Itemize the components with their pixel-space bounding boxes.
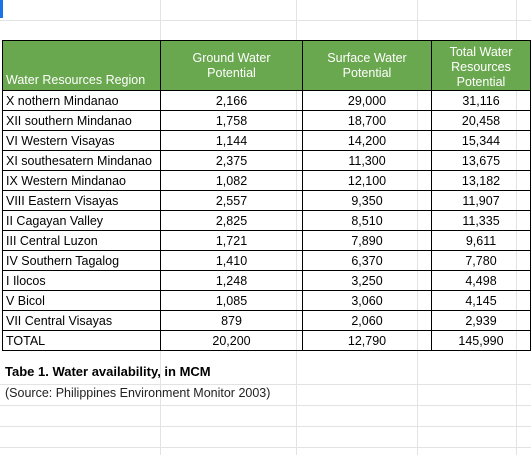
ground-water-cell[interactable]: 1,144 <box>160 130 303 151</box>
surface-water-cell[interactable]: 11,300 <box>302 150 432 171</box>
ground-water-cell[interactable]: 879 <box>160 310 303 331</box>
header-total-line2: Resources <box>451 60 511 74</box>
cell-cursor <box>0 0 3 18</box>
row-gridline <box>0 405 531 406</box>
total-water-cell[interactable]: 11,335 <box>431 210 531 231</box>
region-cell[interactable]: II Cagayan Valley <box>2 210 161 231</box>
surface-water-total-cell[interactable]: 12,790 <box>302 330 432 351</box>
header-ground-water[interactable]: Ground Water Potential <box>160 40 303 91</box>
region-cell[interactable]: V Bicol <box>2 290 161 311</box>
total-label-cell[interactable]: TOTAL <box>2 330 161 351</box>
header-total-line1: Total Water <box>449 45 513 59</box>
surface-water-cell[interactable]: 3,250 <box>302 270 432 291</box>
total-water-cell[interactable]: 2,939 <box>431 310 531 331</box>
total-water-cell[interactable]: 4,498 <box>431 270 531 291</box>
ground-water-cell[interactable]: 1,721 <box>160 230 303 251</box>
surface-water-cell[interactable]: 12,100 <box>302 170 432 191</box>
region-cell[interactable]: VII Central Visayas <box>2 310 161 331</box>
total-water-cell[interactable]: 9,611 <box>431 230 531 251</box>
header-surface-line2: Potential <box>342 65 392 80</box>
row-gridline <box>0 384 531 385</box>
ground-water-cell[interactable]: 1,085 <box>160 290 303 311</box>
ground-water-total-cell[interactable]: 20,200 <box>160 330 303 351</box>
header-ground-line2: Potential <box>207 65 256 80</box>
header-region[interactable]: Water Resources Region <box>2 40 161 91</box>
table-row: XI southesatern Mindanao 2,375 11,300 13… <box>2 150 531 171</box>
table-row: III Central Luzon 1,721 7,890 9,611 <box>2 230 531 251</box>
total-water-cell[interactable]: 13,675 <box>431 150 531 171</box>
region-cell[interactable]: VIII Eastern Visayas <box>2 190 161 211</box>
region-cell[interactable]: X nothern Mindanao <box>2 90 161 111</box>
surface-water-cell[interactable]: 6,370 <box>302 250 432 271</box>
region-cell[interactable]: IV Southern Tagalog <box>2 250 161 271</box>
table-row: VII Central Visayas 879 2,060 2,939 <box>2 310 531 331</box>
region-cell[interactable]: XI southesatern Mindanao <box>2 150 161 171</box>
surface-water-cell[interactable]: 14,200 <box>302 130 432 151</box>
total-water-cell[interactable]: 13,182 <box>431 170 531 191</box>
region-cell[interactable]: IX Western Mindanao <box>2 170 161 191</box>
table-source[interactable]: (Source: Philippines Environment Monitor… <box>5 386 271 400</box>
surface-water-cell[interactable]: 2,060 <box>302 310 432 331</box>
row-gridline <box>0 447 531 448</box>
region-cell[interactable]: XII southern Mindanao <box>2 110 161 131</box>
total-water-cell[interactable]: 7,780 <box>431 250 531 271</box>
row-gridline <box>0 20 531 21</box>
table-row: VI Western Visayas 1,144 14,200 15,344 <box>2 130 531 151</box>
total-water-cell[interactable]: 11,907 <box>431 190 531 211</box>
total-water-cell[interactable]: 4,145 <box>431 290 531 311</box>
ground-water-cell[interactable]: 2,825 <box>160 210 303 231</box>
surface-water-cell[interactable]: 29,000 <box>302 90 432 111</box>
region-cell[interactable]: I Ilocos <box>2 270 161 291</box>
header-surface-line1: Surface Water <box>327 50 407 65</box>
region-cell[interactable]: III Central Luzon <box>2 230 161 251</box>
row-gridline <box>0 426 531 427</box>
table-caption[interactable]: Tabe 1. Water availability, in MCM <box>5 364 211 379</box>
surface-water-cell[interactable]: 8,510 <box>302 210 432 231</box>
table-header-row: Water Resources Region Ground Water Pote… <box>2 40 531 91</box>
table-row: IX Western Mindanao 1,082 12,100 13,182 <box>2 170 531 191</box>
water-availability-table: Water Resources Region Ground Water Pote… <box>2 40 531 351</box>
region-cell[interactable]: VI Western Visayas <box>2 130 161 151</box>
header-ground-line1: Ground Water <box>192 50 271 65</box>
table-row: X nothern Mindanao 2,166 29,000 31,116 <box>2 90 531 111</box>
ground-water-cell[interactable]: 2,557 <box>160 190 303 211</box>
table-row: VIII Eastern Visayas 2,557 9,350 11,907 <box>2 190 531 211</box>
header-total-line3: Potential <box>456 75 506 89</box>
header-surface-water[interactable]: Surface Water Potential <box>302 40 432 91</box>
table-row: V Bicol 1,085 3,060 4,145 <box>2 290 531 311</box>
table-row: I Ilocos 1,248 3,250 4,498 <box>2 270 531 291</box>
header-total-water[interactable]: Total Water Resources Potential <box>431 40 531 91</box>
table-total-row: TOTAL 20,200 12,790 145,990 <box>2 330 531 351</box>
total-water-cell[interactable]: 31,116 <box>431 90 531 111</box>
table-row: IV Southern Tagalog 1,410 6,370 7,780 <box>2 250 531 271</box>
total-water-total-cell[interactable]: 145,990 <box>431 330 531 351</box>
ground-water-cell[interactable]: 1,410 <box>160 250 303 271</box>
ground-water-cell[interactable]: 1,082 <box>160 170 303 191</box>
surface-water-cell[interactable]: 18,700 <box>302 110 432 131</box>
table-row: II Cagayan Valley 2,825 8,510 11,335 <box>2 210 531 231</box>
ground-water-cell[interactable]: 1,248 <box>160 270 303 291</box>
surface-water-cell[interactable]: 9,350 <box>302 190 432 211</box>
surface-water-cell[interactable]: 3,060 <box>302 290 432 311</box>
total-water-cell[interactable]: 15,344 <box>431 130 531 151</box>
ground-water-cell[interactable]: 2,375 <box>160 150 303 171</box>
ground-water-cell[interactable]: 1,758 <box>160 110 303 131</box>
total-water-cell[interactable]: 20,458 <box>431 110 531 131</box>
surface-water-cell[interactable]: 7,890 <box>302 230 432 251</box>
ground-water-cell[interactable]: 2,166 <box>160 90 303 111</box>
table-row: XII southern Mindanao 1,758 18,700 20,45… <box>2 110 531 131</box>
